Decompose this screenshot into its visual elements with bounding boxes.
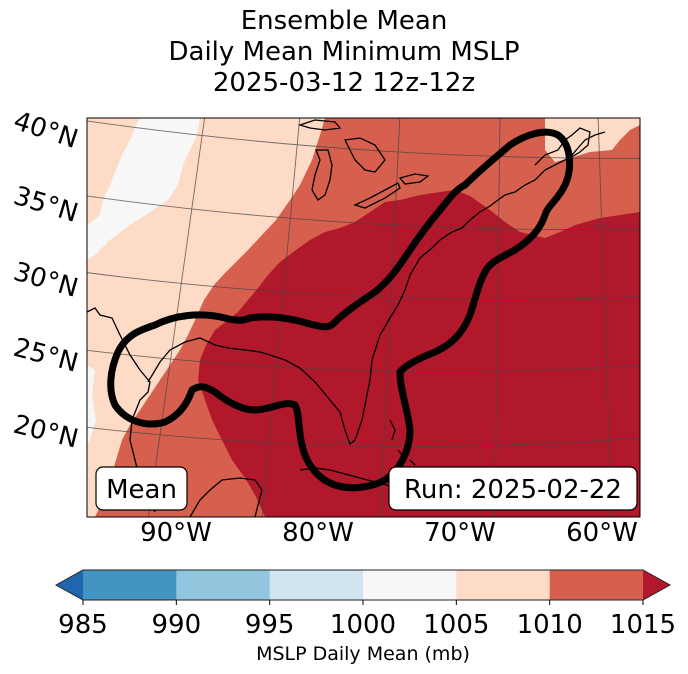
run-label-text: Run: 2025-02-22 <box>404 475 622 505</box>
colorbar-tick-label: 1015 <box>610 610 676 640</box>
colorbar-extend-max <box>643 570 670 600</box>
lat-label-35: 35°N <box>10 181 81 229</box>
parallel-gridline <box>87 120 640 159</box>
lake-huron <box>344 137 386 173</box>
mean-label-box-bg <box>95 466 188 511</box>
field-region-1015 <box>198 190 640 517</box>
meridian-gridline <box>494 118 501 517</box>
chart-title: Ensemble Mean Daily Mean Minimum MSLP 20… <box>0 6 688 99</box>
colorbar-tick-label: 1010 <box>517 610 583 640</box>
colorbar <box>54 569 672 601</box>
lat-label-30: 30°N <box>10 257 81 304</box>
field-region-1000-sw <box>87 365 96 445</box>
parallel-gridline <box>87 349 640 372</box>
colorbar-tick-label: 995 <box>245 610 295 640</box>
coastline-cuba <box>299 467 401 493</box>
coastline-bahamas <box>389 419 416 466</box>
field-region-1000 <box>87 118 200 260</box>
lon-labels: 90°W 80°W 70°W 60°W <box>140 518 638 548</box>
title-line-1: Ensemble Mean <box>240 6 448 36</box>
lon-label-70w: 70°W <box>424 518 496 548</box>
colorbar-segment <box>83 570 177 600</box>
field-region-1005 <box>87 118 325 517</box>
map-panel <box>87 118 640 517</box>
colorbar-extend-min <box>56 570 83 600</box>
colorbar-segment <box>456 570 551 600</box>
coastline-yucatan <box>189 477 263 517</box>
meridian-gridline <box>597 118 613 517</box>
colorbar-tick-label: 985 <box>58 610 108 640</box>
colorbar-tick-label: 1000 <box>330 610 396 640</box>
lake-ontario <box>398 173 430 185</box>
coastline-texas-la <box>147 219 471 446</box>
coastline-ne <box>469 131 606 221</box>
lake-superior <box>297 119 342 131</box>
lon-label-90w: 90°W <box>140 518 212 548</box>
mslp-contour <box>107 128 574 492</box>
lon-label-80w: 80°W <box>282 518 354 548</box>
parallel-gridline <box>87 195 640 230</box>
parallel-gridline <box>87 426 640 447</box>
colorbar-label: MSLP Daily Mean (mb) <box>256 643 470 665</box>
title-line-2: Daily Mean Minimum MSLP <box>168 37 520 67</box>
lat-labels: 40°N 35°N 30°N 25°N 20°N <box>10 106 82 455</box>
lon-label-60w: 60°W <box>566 518 638 548</box>
colorbar-segment <box>176 570 271 600</box>
colorbar-segment <box>269 570 364 600</box>
mean-label-box: Mean <box>95 466 188 511</box>
lake-michigan <box>311 149 333 201</box>
lat-label-25: 25°N <box>10 333 81 379</box>
mean-label-text: Mean <box>106 475 177 505</box>
run-label-box-bg <box>388 466 638 511</box>
colorbar-segment <box>363 570 457 600</box>
run-label-box: Run: 2025-02-22 <box>388 466 638 511</box>
colorbar-ticks: 985 990 995 1000 1005 1010 1015 <box>58 600 676 640</box>
map-frame <box>86 117 641 518</box>
coastline-maritimes <box>534 127 591 166</box>
colorbar-tick-label: 1005 <box>423 610 489 640</box>
lat-label-40: 40°N <box>10 106 82 155</box>
colorbar-segment <box>549 570 644 600</box>
title-line-3: 2025-03-12 12z-12z <box>212 68 476 98</box>
colorbar-tick-label: 990 <box>152 610 202 640</box>
lake-erie <box>353 182 401 209</box>
lat-label-20: 20°N <box>10 410 81 455</box>
